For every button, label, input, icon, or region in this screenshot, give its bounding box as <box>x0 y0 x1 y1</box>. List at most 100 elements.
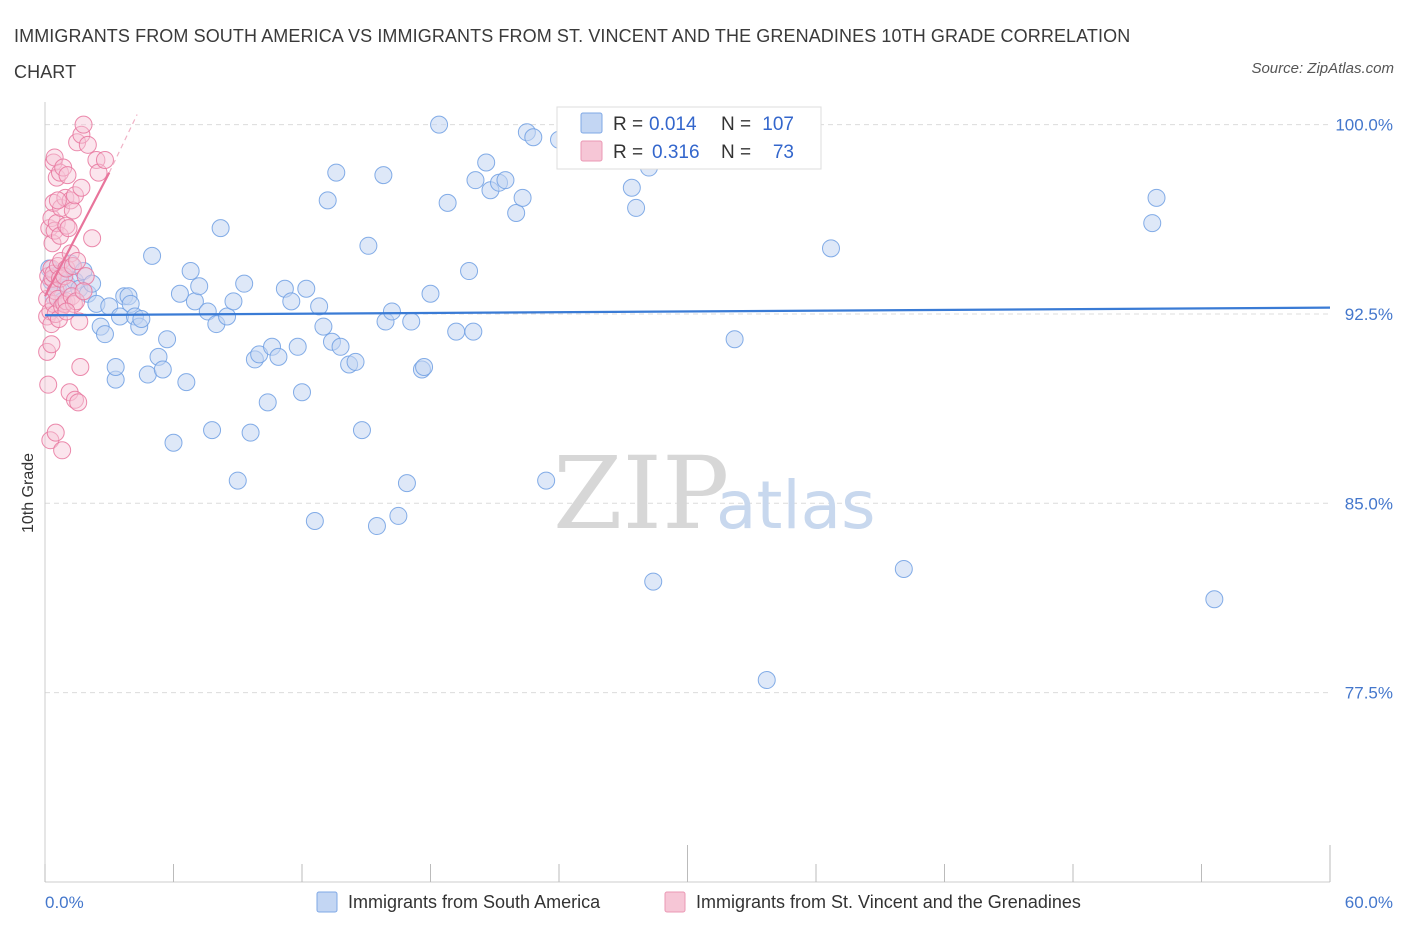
legend-label-st-vincent: Immigrants from St. Vincent and the Gren… <box>696 892 1081 912</box>
data-point-south-america <box>327 163 346 182</box>
data-point-south-america <box>1147 188 1166 207</box>
data-point-south-america <box>153 360 172 379</box>
data-point-south-america <box>821 239 840 258</box>
axes <box>44 102 1331 883</box>
data-point-south-america <box>438 193 457 212</box>
data-point-south-america <box>331 337 350 356</box>
data-point-south-america <box>477 153 496 172</box>
data-point-south-america <box>258 393 277 412</box>
y-axis-label: 10th Grade <box>20 453 37 533</box>
data-point-south-america <box>430 115 449 134</box>
y-tick-label: 85.0% <box>1345 494 1393 513</box>
data-point-south-america <box>170 284 189 303</box>
y-tick-label: 77.5% <box>1345 684 1393 703</box>
x-tick-labels: 0.0% 60.0% <box>45 893 1393 912</box>
data-point-south-america <box>466 171 485 190</box>
source-credit: Source: ZipAtlas.com <box>1251 60 1394 77</box>
data-point-st-vincent <box>76 267 95 286</box>
data-point-st-vincent <box>72 178 91 197</box>
data-point-st-vincent <box>74 282 93 301</box>
data-point-st-vincent <box>83 229 102 248</box>
data-point-st-vincent <box>95 150 114 169</box>
data-point-south-america <box>389 506 408 525</box>
data-point-st-vincent <box>71 357 90 376</box>
data-point-st-vincent <box>47 168 66 187</box>
data-point-south-america <box>211 219 230 238</box>
data-point-st-vincent <box>55 294 74 313</box>
data-point-st-vincent <box>57 302 76 321</box>
data-point-st-vincent <box>65 390 84 409</box>
stats-swatch-south-america <box>580 112 603 134</box>
data-point-south-america <box>241 423 260 442</box>
data-point-south-america <box>95 325 114 344</box>
data-point-st-vincent <box>50 163 69 182</box>
bottom-legend: Immigrants from South America Immigrants… <box>316 891 1081 913</box>
data-point-south-america <box>513 188 532 207</box>
data-point-st-vincent <box>48 191 67 210</box>
x-tick-label-right: 60.0% <box>1345 893 1393 912</box>
data-point-south-america <box>447 322 466 341</box>
watermark: ZIP atlas <box>553 435 876 552</box>
data-point-south-america <box>318 191 337 210</box>
data-point-south-america <box>164 433 183 452</box>
y-tick-label: 100.0% <box>1335 116 1393 135</box>
data-point-south-america <box>537 471 556 490</box>
data-point-south-america <box>138 365 157 384</box>
data-point-south-america <box>367 517 386 536</box>
data-point-south-america <box>203 421 222 440</box>
data-point-south-america <box>224 292 243 311</box>
stats-r-value-1: 0.014 <box>649 114 697 135</box>
legend-label-south-america: Immigrants from South America <box>348 892 601 912</box>
data-point-south-america <box>359 236 378 255</box>
data-point-st-vincent <box>46 423 65 442</box>
data-point-south-america <box>314 317 333 336</box>
watermark-atlas: atlas <box>716 467 876 544</box>
trend-line-south-america <box>44 306 1331 317</box>
data-point-south-america <box>143 246 162 265</box>
legend-swatch-st-vincent <box>664 891 686 913</box>
data-point-south-america <box>132 310 151 329</box>
data-point-south-america <box>757 671 776 690</box>
trend-line-st-vincent-extension <box>108 114 138 173</box>
data-point-south-america <box>181 262 200 281</box>
data-point-south-america <box>382 302 401 321</box>
data-point-st-vincent <box>65 186 84 205</box>
data-point-south-america <box>305 511 324 530</box>
data-point-st-vincent <box>58 166 77 185</box>
data-point-st-vincent <box>67 292 86 311</box>
data-point-south-america <box>397 474 416 493</box>
data-point-south-america <box>293 383 311 402</box>
data-point-st-vincent <box>74 115 93 134</box>
data-point-south-america <box>282 292 301 311</box>
data-point-south-america <box>235 274 254 293</box>
data-point-south-america <box>460 262 479 281</box>
data-point-south-america <box>496 171 515 190</box>
data-point-south-america <box>725 330 744 349</box>
stats-legend-box: R = 0.014 N = 107 R = 0.316 N = 73 <box>556 106 822 170</box>
data-point-south-america <box>1205 590 1224 609</box>
data-point-south-america <box>464 322 483 341</box>
stats-r-label-2: R = <box>613 142 643 163</box>
data-point-south-america <box>894 559 913 578</box>
data-point-south-america <box>297 279 316 298</box>
data-point-south-america <box>507 203 526 222</box>
chart-title: IMMIGRANTS FROM SOUTH AMERICA VS IMMIGRA… <box>14 26 1131 82</box>
data-point-st-vincent <box>45 221 64 240</box>
data-point-south-america <box>198 302 217 321</box>
data-point-south-america <box>346 352 365 371</box>
data-point-south-america <box>627 198 646 217</box>
data-point-south-america <box>421 284 440 303</box>
y-tick-label: 92.5% <box>1345 305 1393 324</box>
data-point-south-america <box>190 277 209 296</box>
stats-n-label-1: N = <box>721 114 751 135</box>
stats-n-value-2: 73 <box>773 142 794 163</box>
data-point-south-america <box>106 357 125 376</box>
data-point-st-vincent <box>42 335 61 354</box>
data-point-south-america <box>622 178 641 197</box>
data-point-south-america <box>228 471 247 490</box>
data-point-st-vincent <box>69 393 88 412</box>
legend-swatch-south-america <box>316 891 338 913</box>
stats-n-value-1: 107 <box>762 114 794 135</box>
data-point-south-america <box>158 330 177 349</box>
